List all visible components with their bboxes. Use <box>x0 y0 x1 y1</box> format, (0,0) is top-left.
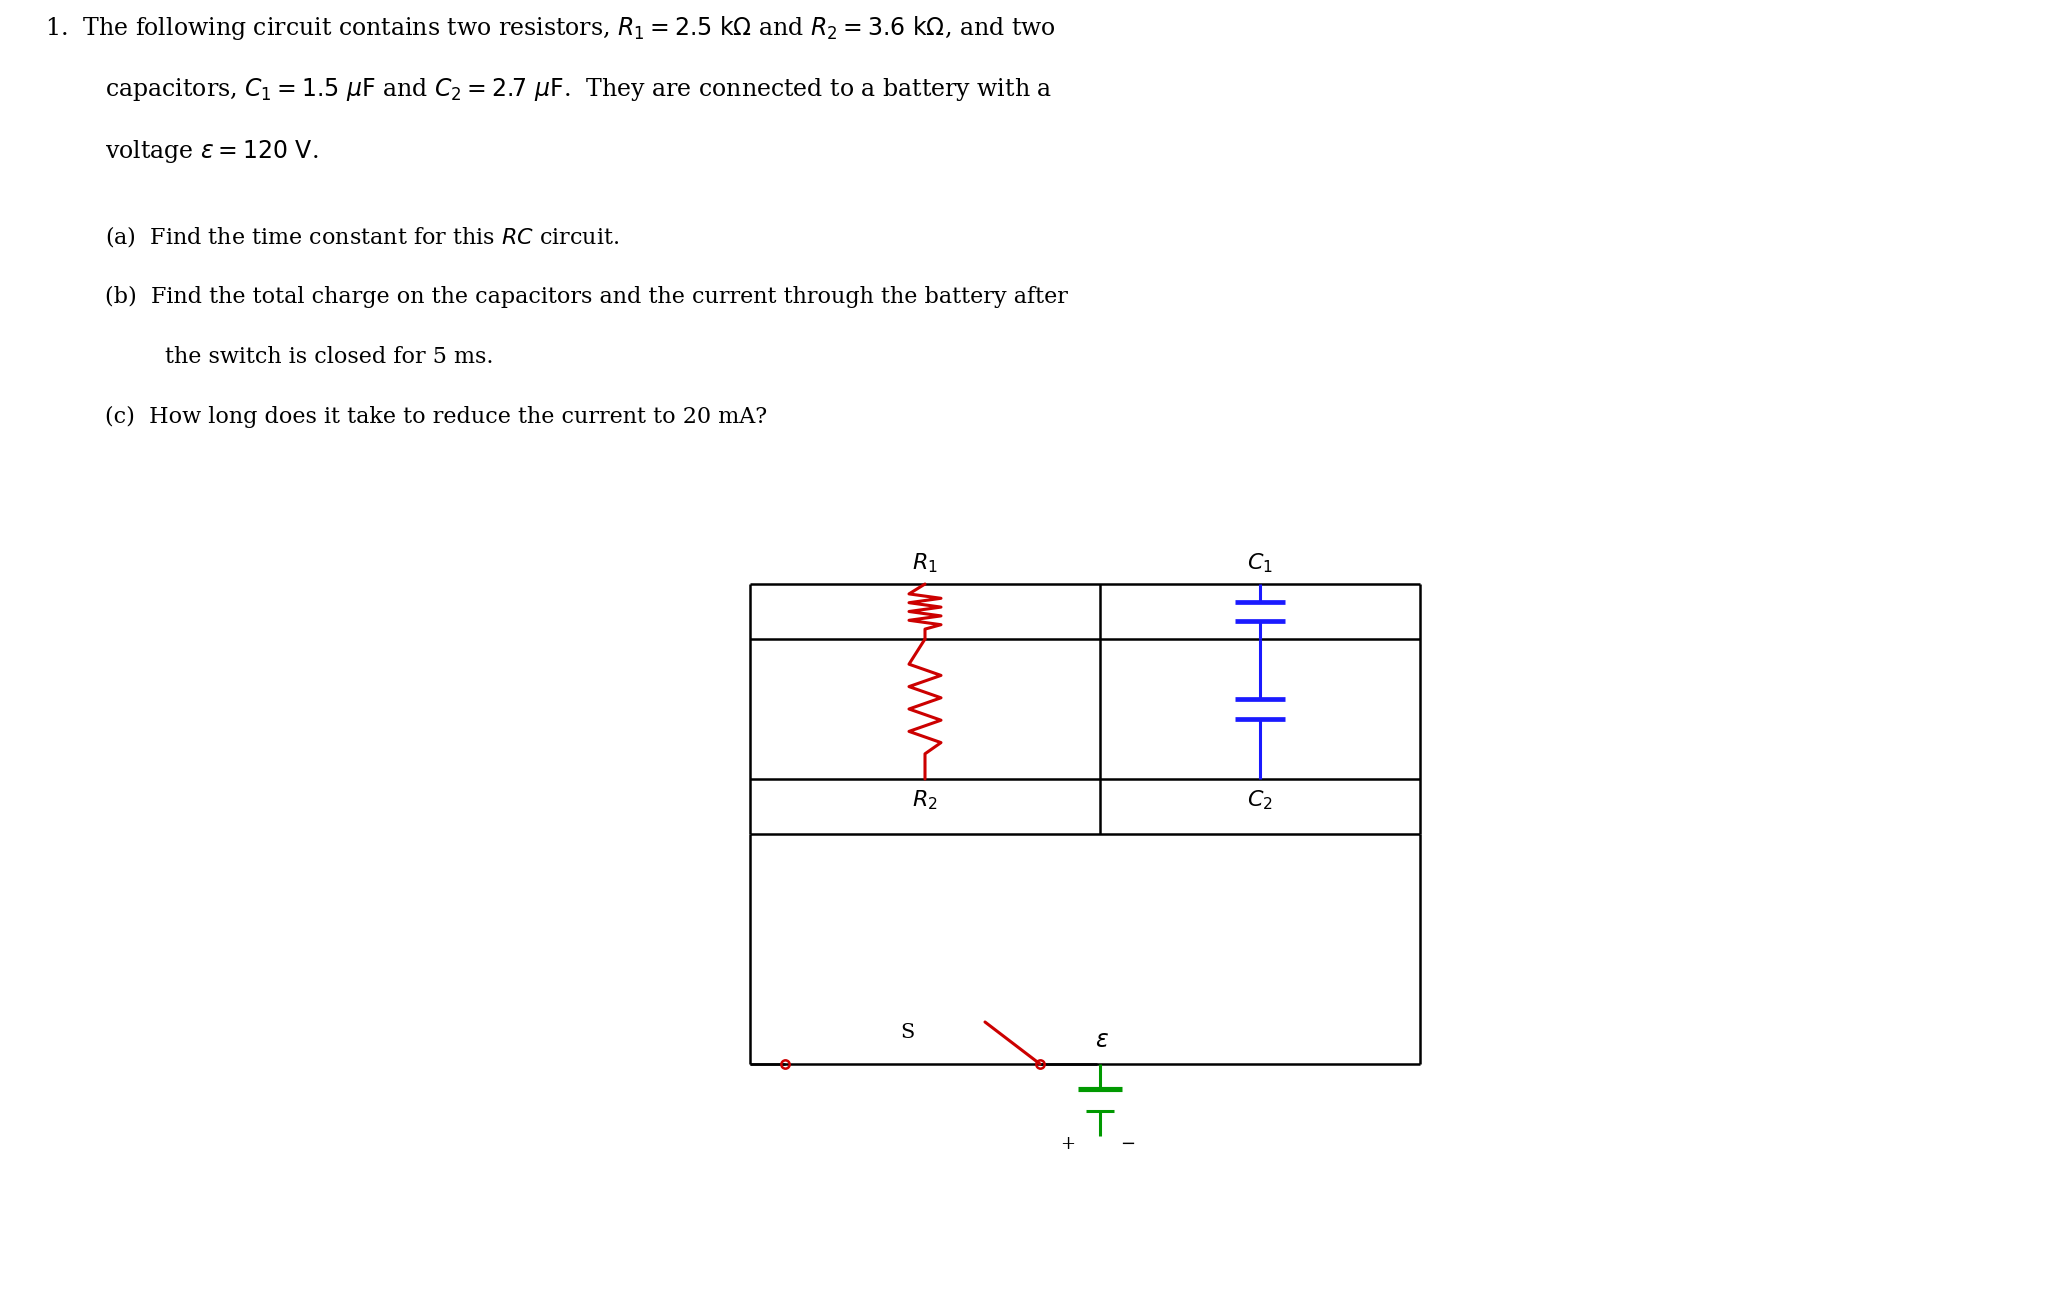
Text: $C_1$: $C_1$ <box>1248 552 1273 576</box>
Text: $C_2$: $C_2$ <box>1248 788 1273 812</box>
Text: voltage $\varepsilon = 120\ \mathrm{V}$.: voltage $\varepsilon = 120\ \mathrm{V}$. <box>104 138 319 166</box>
Text: (c)  How long does it take to reduce the current to 20 mA?: (c) How long does it take to reduce the … <box>104 406 767 428</box>
Text: capacitors, $C_1 = 1.5\ \mu\mathrm{F}$ and $C_2 = 2.7\ \mu\mathrm{F}$.  They are: capacitors, $C_1 = 1.5\ \mu\mathrm{F}$ a… <box>104 76 1052 102</box>
Text: $R_2$: $R_2$ <box>913 788 937 812</box>
Text: $R_1$: $R_1$ <box>913 552 937 576</box>
Text: the switch is closed for 5 ms.: the switch is closed for 5 ms. <box>166 346 493 368</box>
Text: $\varepsilon$: $\varepsilon$ <box>1095 1028 1109 1053</box>
Text: (b)  Find the total charge on the capacitors and the current through the battery: (b) Find the total charge on the capacit… <box>104 286 1068 307</box>
Text: (a)  Find the time constant for this $RC$ circuit.: (a) Find the time constant for this $RC$… <box>104 223 620 248</box>
Text: S: S <box>900 1024 915 1042</box>
Text: −: − <box>1121 1135 1136 1152</box>
Text: +: + <box>1060 1135 1076 1152</box>
Text: 1.  The following circuit contains two resistors, $R_1 = 2.5\ \mathrm{k}\Omega$ : 1. The following circuit contains two re… <box>45 14 1056 42</box>
